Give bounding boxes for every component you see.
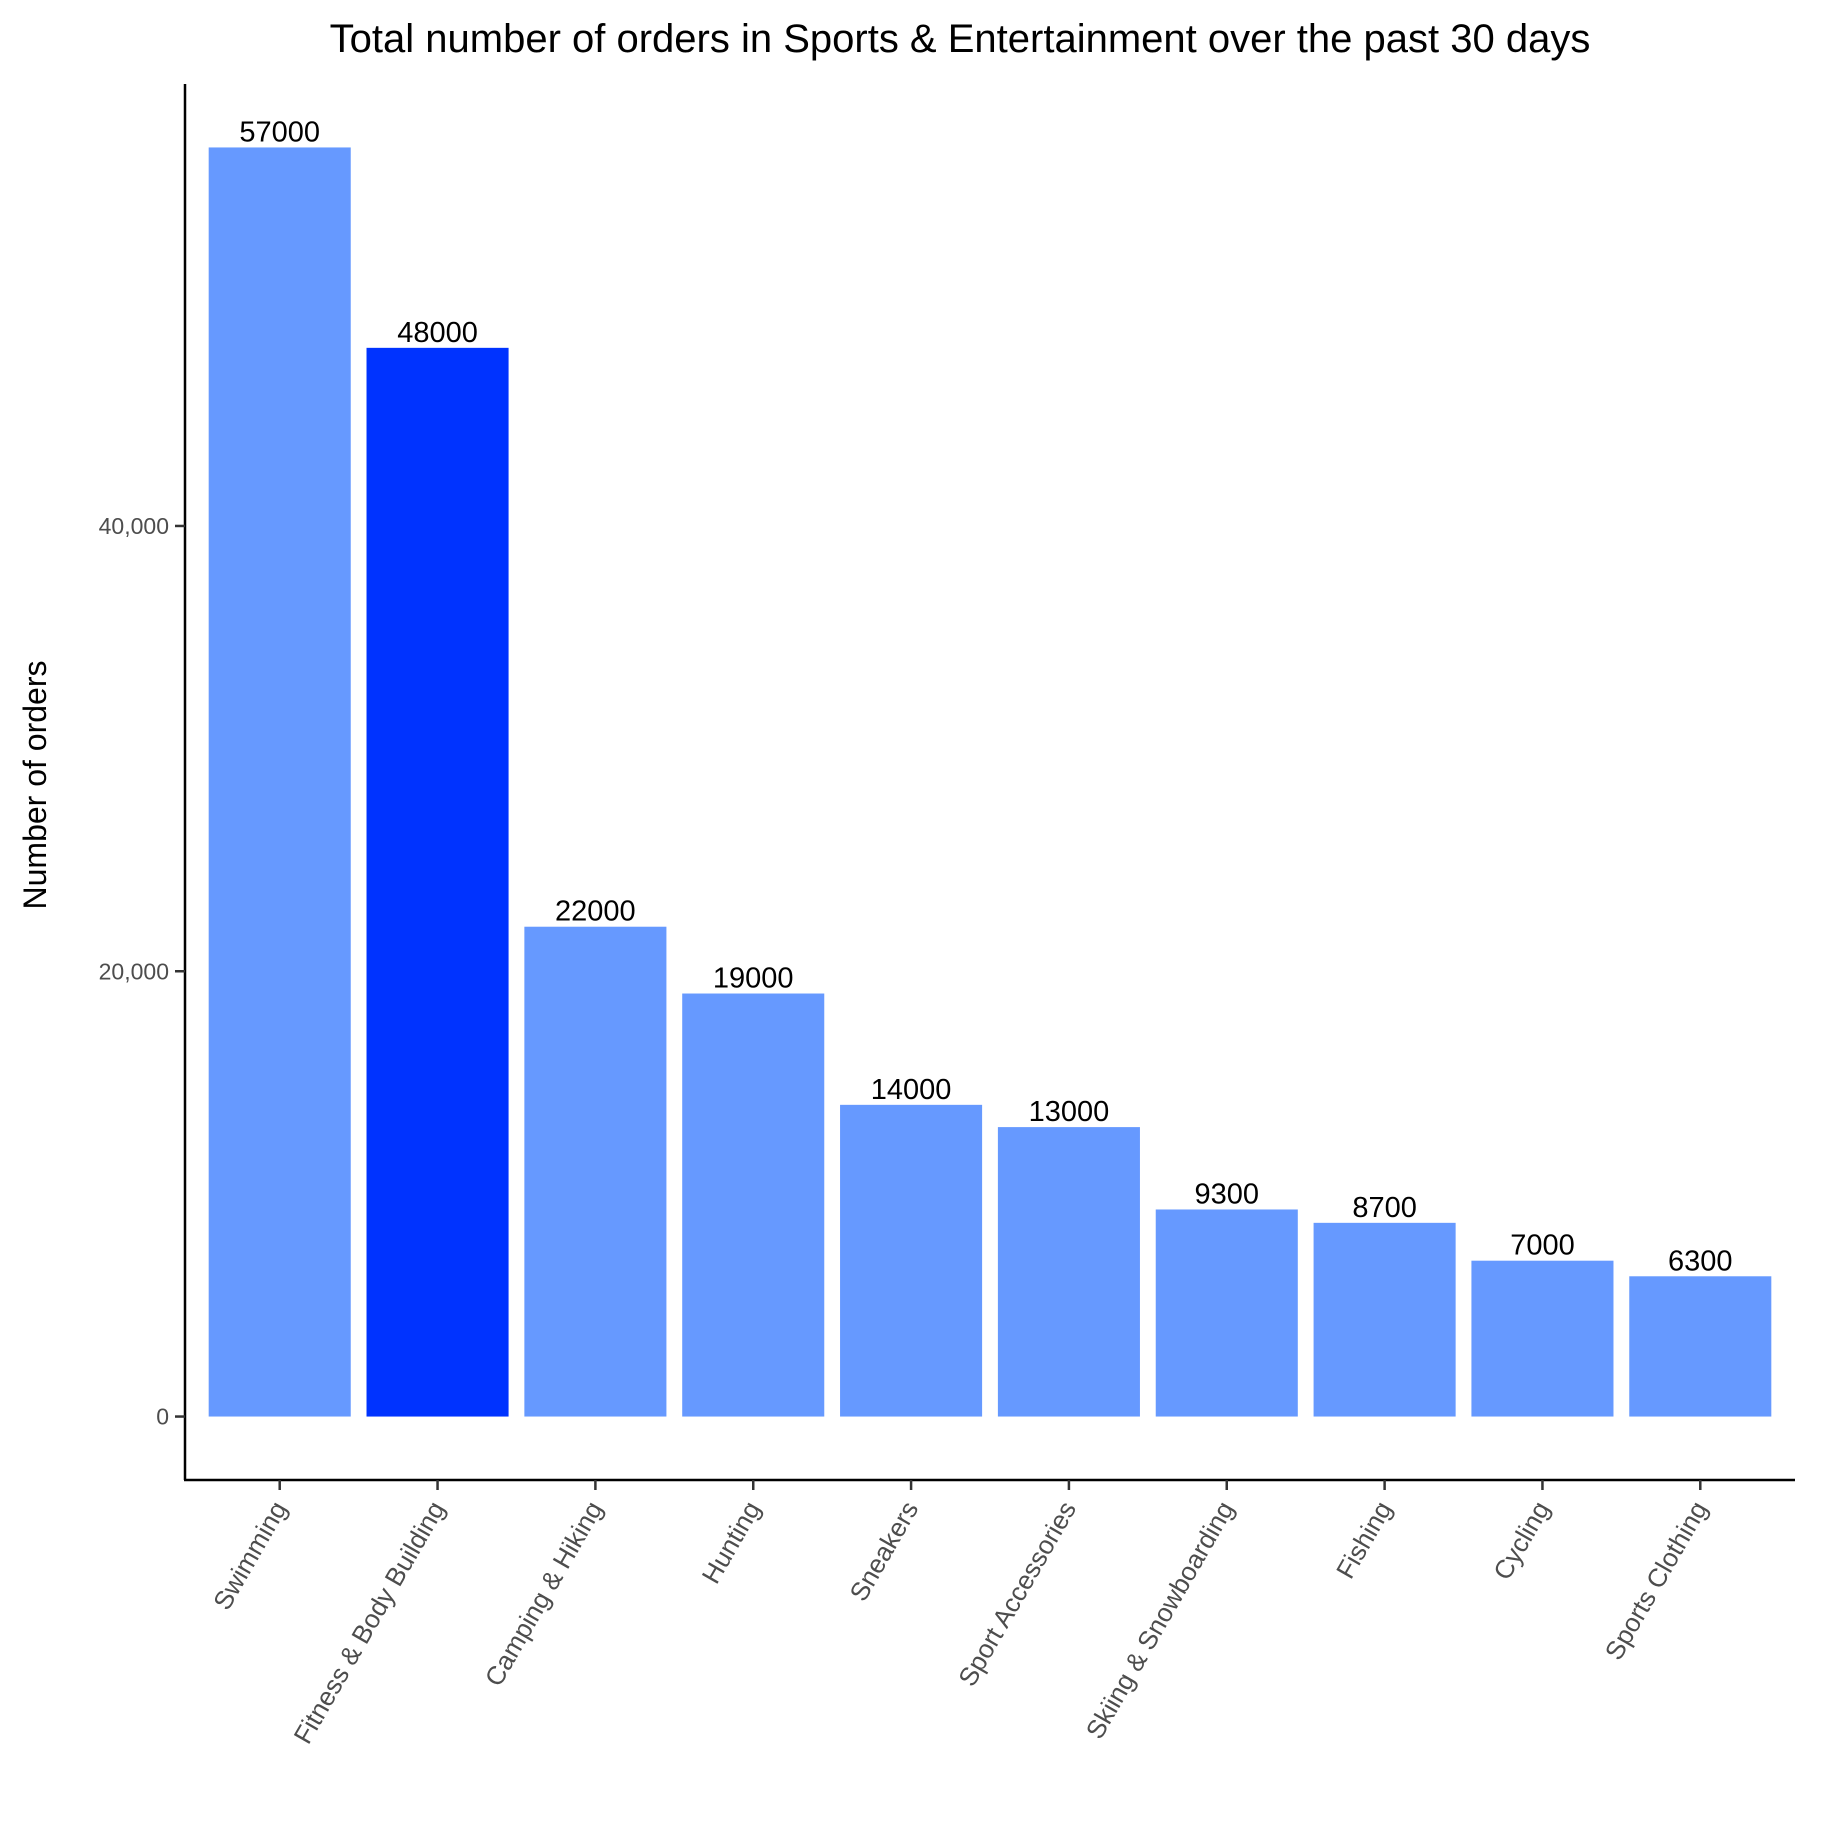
data-label-4: 14000 bbox=[871, 1074, 952, 1106]
x-tick-label-2: Camping & Hiking bbox=[479, 1496, 609, 1691]
y-axis-ticks: 0 20,000 40,000 bbox=[99, 513, 185, 1430]
x-tick-label-7: Fishing bbox=[1330, 1496, 1398, 1584]
x-tick-label-5: Sport Accessories bbox=[952, 1496, 1082, 1691]
data-labels-group: 57000 48000 22000 19000 14000 13000 9300 8700 70… bbox=[239, 116, 1732, 1277]
bar-9 bbox=[1629, 1276, 1772, 1417]
x-tick-label-9: Sports Clothing bbox=[1599, 1496, 1714, 1665]
data-label-3: 19000 bbox=[713, 963, 794, 995]
data-label-6: 9300 bbox=[1195, 1178, 1260, 1210]
bar-2 bbox=[524, 926, 667, 1417]
x-tick-label-1: Fitness & Body Building bbox=[287, 1496, 450, 1749]
y-tick-label-1: 20,000 bbox=[99, 958, 169, 984]
data-label-9: 6300 bbox=[1668, 1245, 1733, 1277]
y-tick-label-0: 0 bbox=[156, 1404, 169, 1430]
x-tick-label-0: Swimming bbox=[207, 1496, 293, 1615]
bar-0 bbox=[208, 147, 351, 1417]
bar-5 bbox=[997, 1127, 1140, 1417]
bar-6 bbox=[1155, 1209, 1298, 1417]
bar-3 bbox=[682, 993, 825, 1417]
bars-group bbox=[208, 147, 1772, 1417]
data-label-2: 22000 bbox=[555, 896, 636, 928]
data-label-0: 57000 bbox=[239, 116, 320, 148]
chart-title: Total number of orders in Sports & Enter… bbox=[330, 17, 1591, 61]
y-axis-label: Number of orders bbox=[17, 661, 53, 910]
y-tick-label-2: 40,000 bbox=[99, 513, 169, 539]
x-tick-label-4: Sneakers bbox=[843, 1496, 924, 1606]
bar-7 bbox=[1313, 1222, 1456, 1417]
data-label-8: 7000 bbox=[1510, 1230, 1575, 1262]
data-label-7: 8700 bbox=[1352, 1192, 1417, 1224]
x-tick-label-8: Cycling bbox=[1487, 1496, 1556, 1585]
bar-4 bbox=[840, 1104, 983, 1417]
x-tick-label-6: Skiing & Snowboarding bbox=[1080, 1496, 1240, 1744]
x-tick-label-3: Hunting bbox=[696, 1496, 767, 1589]
data-label-5: 13000 bbox=[1029, 1096, 1110, 1128]
bar-1 bbox=[366, 347, 509, 1417]
bar-8 bbox=[1471, 1260, 1614, 1417]
data-label-1: 48000 bbox=[397, 317, 478, 349]
